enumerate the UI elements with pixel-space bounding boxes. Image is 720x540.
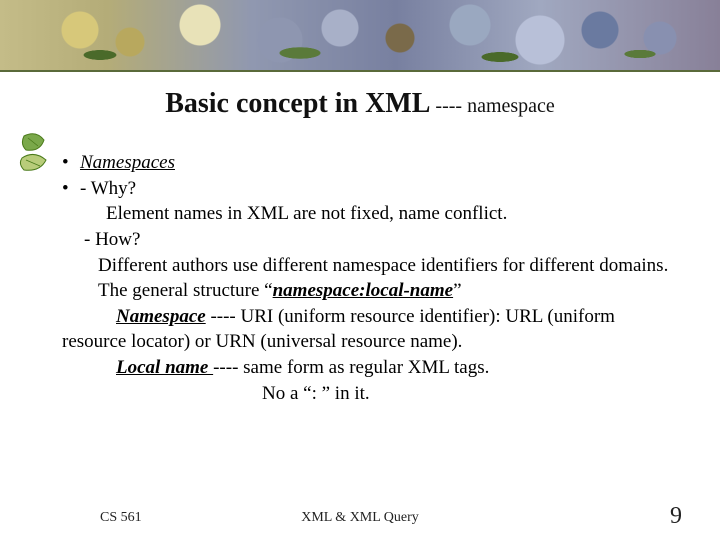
leaf-accent-icon xyxy=(18,130,50,190)
line-no-colon: No a “: ” in it. xyxy=(62,381,672,407)
bullet-why: • - Why? xyxy=(62,176,672,202)
slide-footer: CS 561 XML & XML Query 9 xyxy=(0,502,720,526)
title-sub: namespace xyxy=(467,95,555,117)
title-main: Basic concept in XML xyxy=(165,88,430,119)
page-number: 9 xyxy=(670,503,682,530)
decorative-banner xyxy=(0,0,720,72)
line-general-structure: The general structure “namespace:local-n… xyxy=(62,278,672,304)
bullet-dot-icon: • xyxy=(62,176,80,202)
text-different-authors: Different authors use different namespac… xyxy=(98,255,668,276)
text-genstruct-c: ” xyxy=(453,280,461,301)
bullet-dot-icon: • xyxy=(62,150,80,176)
text-namespace-label: Namespace xyxy=(116,306,206,327)
footer-topic: XML & XML Query xyxy=(0,510,720,526)
text-why: - Why? xyxy=(80,176,672,202)
line-namespace-def: Namespace ---- URI (uniform resource ide… xyxy=(62,304,672,355)
text-namespaces: Namespaces xyxy=(80,152,175,173)
bullet-namespaces: • Namespaces xyxy=(62,150,672,176)
title-dash: ---- xyxy=(430,95,467,117)
text-localname-desc: ---- same form as regular XML tags. xyxy=(213,357,489,378)
line-how: - How? xyxy=(62,227,672,253)
line-element-names: Element names in XML are not fixed, name… xyxy=(62,201,672,227)
slide-body: • Namespaces • - Why? Element names in X… xyxy=(62,150,672,406)
text-no-colon: No a “: ” in it. xyxy=(262,383,370,404)
slide-title: Basic concept in XML ---- namespace xyxy=(0,88,720,120)
text-localname-label: Local name xyxy=(116,357,213,378)
text-genstruct-a: The general structure “ xyxy=(98,280,273,301)
line-localname-def: Local name ---- same form as regular XML… xyxy=(62,355,672,381)
slide: Basic concept in XML ---- namespace • Na… xyxy=(0,0,720,540)
line-different-authors: Different authors use different namespac… xyxy=(62,253,672,279)
text-genstruct-b: namespace:local-name xyxy=(273,280,453,301)
